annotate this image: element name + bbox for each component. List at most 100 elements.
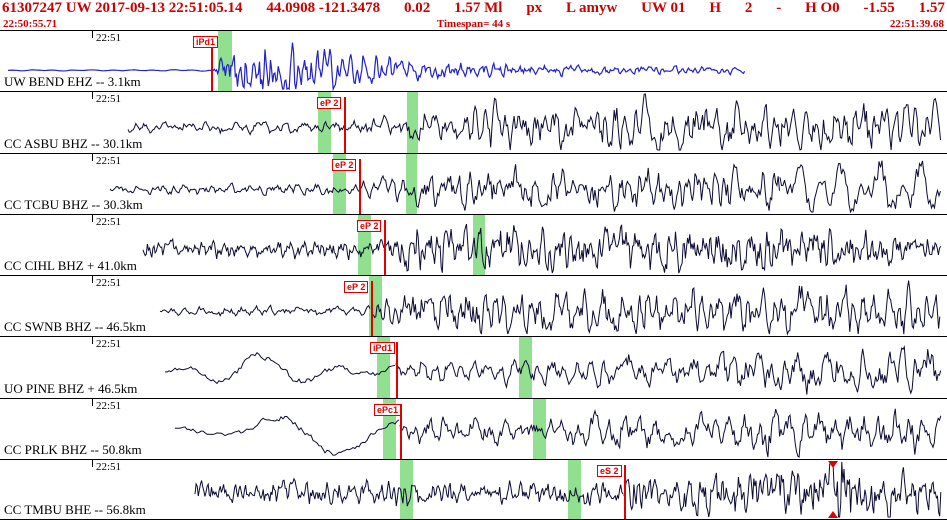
trace-line [383, 223, 942, 273]
pick-line[interactable] [344, 97, 346, 153]
trace-line [370, 280, 941, 336]
trace-time-label: 22:51 [96, 460, 122, 473]
timespan-label: Timespan= 44 s [436, 17, 511, 30]
pick-label[interactable]: iPd1 [193, 36, 219, 48]
trace-panel[interactable]: 22:51 CC ASBU BHZ -- 30.1km eP 2 [0, 91, 947, 153]
highlight-band [568, 459, 581, 519]
pick-label[interactable]: eS 2 [597, 464, 622, 477]
trace-panel[interactable]: 22:51 CC CIHL BHZ + 41.0km eP 2 [0, 213, 947, 275]
trace-time-label: 22:51 [96, 277, 122, 289]
trace-line [109, 162, 780, 212]
trace-line [174, 415, 400, 456]
header-field: 61307247 UW 2017-09-13 22:51:05.14 [2, 0, 243, 16]
header-field: 44.0908 -121.3478 [266, 0, 381, 16]
header-field: H O0 [805, 0, 840, 16]
pick-label[interactable]: ePc1 [374, 403, 402, 416]
trace-line [142, 237, 385, 260]
station-label[interactable]: CC SWNB BHZ -- 46.5km [4, 319, 146, 335]
pick-line[interactable] [371, 281, 373, 337]
pick-label[interactable]: eP 2 [344, 281, 369, 293]
trace-time-label: 22:51 [96, 399, 122, 412]
window-start-time: 22:50:55.71 [3, 17, 58, 30]
highlight-band [218, 31, 232, 92]
minute-tick [92, 31, 93, 38]
station-label[interactable]: CC CIHL BHZ + 41.0km [4, 258, 137, 273]
station-label[interactable]: CC TMBU BHE -- 56.8km [4, 502, 146, 517]
header-field: L amyw [566, 0, 618, 16]
highlight-band [406, 153, 417, 214]
waveform[interactable] [0, 31, 947, 92]
waveform[interactable] [0, 215, 947, 275]
trace-panel[interactable]: 22:51 CC TMBU BHE -- 56.8km eS 2 [0, 458, 947, 520]
pick-line[interactable] [396, 342, 398, 398]
waveform[interactable] [0, 399, 947, 459]
minute-tick [92, 214, 93, 222]
highlight-band [519, 337, 532, 398]
pick-label[interactable]: iPd1 [370, 342, 396, 355]
time-range-bar: 22:50:55.71 Timespan= 44 s 22:51:39.68 [0, 17, 947, 30]
pick-line[interactable] [400, 403, 402, 459]
station-label[interactable]: CC PRLK BHZ -- 50.8km [4, 441, 142, 457]
station-label[interactable]: UO PINE BHZ + 46.5km [4, 380, 138, 396]
header-field: px [526, 0, 543, 16]
header-field: -1.55 [863, 0, 895, 16]
pick-line[interactable] [211, 36, 213, 92]
trace-panel[interactable]: 22:51 CC SWNB BHZ -- 46.5km eP 2 [0, 275, 947, 337]
header-field: 1.57 [918, 0, 945, 16]
header-fields: 61307247 UW 2017-09-13 22:51:05.14 44.090… [0, 0, 947, 17]
trace-line [159, 304, 371, 317]
trace-line [395, 345, 942, 396]
pick-label[interactable]: eP 2 [332, 158, 357, 171]
trace-line [7, 69, 211, 72]
window-marker-up-icon[interactable] [828, 511, 838, 518]
header-field: 2 [744, 0, 753, 16]
pick-label[interactable]: eP 2 [357, 219, 382, 232]
waveform[interactable] [0, 460, 947, 519]
minute-tick [92, 337, 93, 345]
window-end-time: 22:51:39.68 [889, 17, 944, 30]
trace-line [127, 93, 941, 152]
window-marker-down-icon[interactable] [828, 460, 838, 468]
header-field: - [776, 0, 782, 16]
pick-line[interactable] [359, 158, 361, 214]
waveform[interactable] [0, 337, 947, 397]
trace-line [209, 42, 746, 92]
waveform[interactable] [0, 92, 947, 152]
trace-panel[interactable]: 22:51 UW BEND EHZ -- 3.1km iPd1 [0, 30, 947, 92]
trace-panel[interactable]: 22:51 CC PRLK BHZ -- 50.8km ePc1 [0, 397, 947, 459]
minute-tick [92, 398, 93, 406]
trace-line [399, 408, 942, 458]
minute-tick [92, 276, 93, 283]
trace-time-label: 22:51 [96, 215, 122, 228]
trace-line [194, 477, 624, 507]
pick-line[interactable] [384, 219, 386, 275]
trace-line [623, 461, 942, 518]
station-label[interactable]: CC ASBU BHZ -- 30.1km [4, 135, 143, 151]
pick-line[interactable] [624, 464, 626, 519]
highlight-band [407, 92, 418, 153]
trace-time-label: 22:51 [96, 32, 122, 44]
trace-line [779, 160, 941, 214]
minute-tick [92, 92, 93, 100]
trace-line [164, 352, 396, 385]
trace-time-label: 22:51 [96, 154, 122, 167]
header-field: 1.57 Ml [454, 0, 503, 16]
trace-time-label: 22:51 [96, 338, 122, 351]
trace-panels: 22:51 UW BEND EHZ -- 3.1km iPd1 22:51 CC… [0, 30, 947, 520]
minute-tick [92, 459, 93, 467]
highlight-band [400, 459, 413, 519]
minute-tick [92, 153, 93, 161]
trace-panel[interactable]: 22:51 CC TCBU BHZ -- 30.3km eP 2 [0, 152, 947, 214]
highlight-band [473, 214, 485, 275]
waveform[interactable] [0, 276, 947, 336]
waveform[interactable] [0, 154, 947, 214]
header-field: 0.02 [404, 0, 431, 16]
pick-label[interactable]: eP 2 [317, 97, 342, 110]
trace-time-label: 22:51 [96, 93, 122, 106]
station-label[interactable]: UW BEND EHZ -- 3.1km [4, 74, 141, 90]
station-label[interactable]: CC TCBU BHZ -- 30.3km [4, 196, 143, 212]
header-field: UW 01 [641, 0, 686, 16]
event-header: 61307247 UW 2017-09-13 22:51:05.14 44.090… [0, 0, 947, 30]
trace-panel[interactable]: 22:51 UO PINE BHZ + 46.5km iPd1 [0, 336, 947, 398]
